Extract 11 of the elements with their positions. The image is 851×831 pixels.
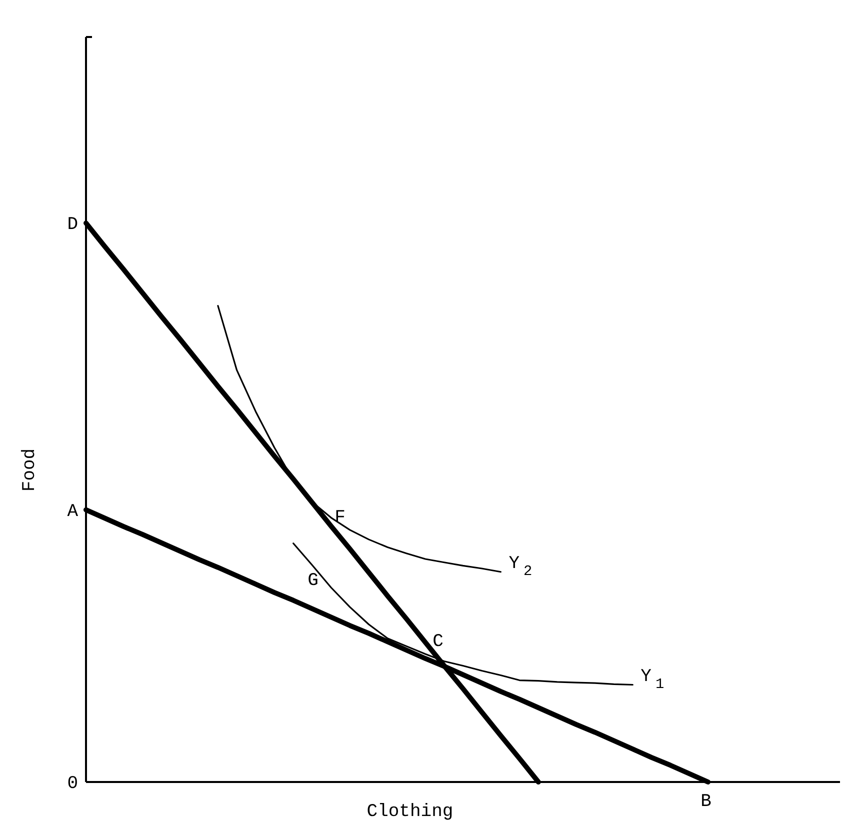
series-label: Y$_{2}$ [508, 554, 532, 580]
x-axis-title: Clothing [366, 802, 454, 822]
annotation: F [334, 508, 346, 528]
annotation: C [432, 632, 444, 652]
text: A [67, 502, 78, 522]
series-label: Y$_{1}$ [640, 666, 664, 693]
annotation: G [308, 571, 318, 591]
text: D [67, 215, 78, 235]
text: B [700, 792, 712, 812]
y-axis-title: Food [20, 448, 40, 492]
text: 0 [67, 774, 78, 794]
